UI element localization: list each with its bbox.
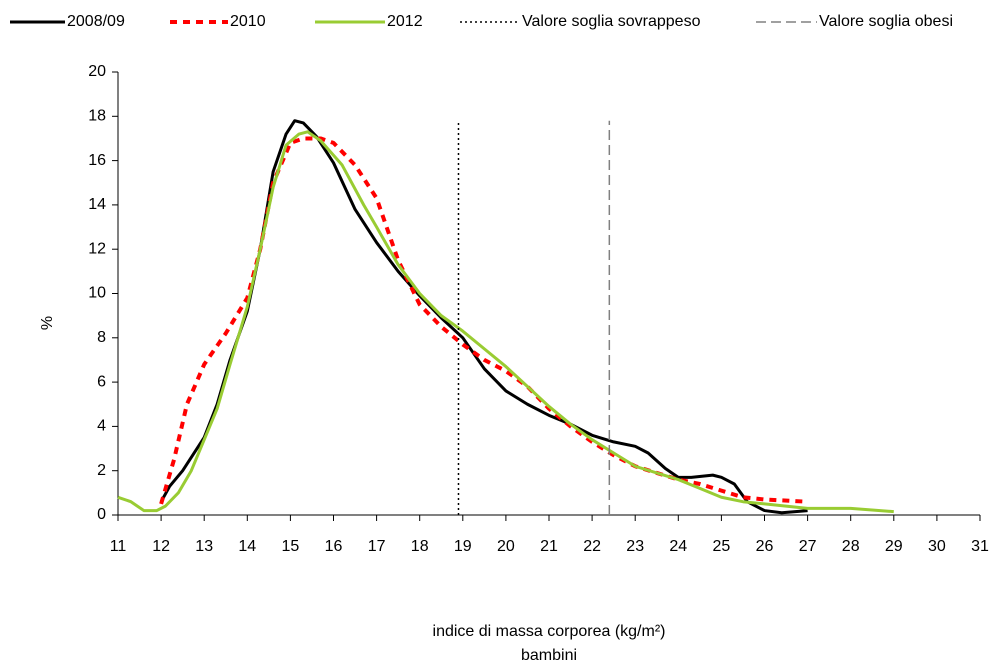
series-line: [159, 119, 808, 515]
x-tick-label: 28: [842, 538, 860, 555]
legend-label: 2008/09: [67, 13, 125, 30]
x-tick-label: 19: [454, 538, 472, 555]
x-tick-label: 26: [756, 538, 774, 555]
y-tick-label: 20: [88, 63, 106, 80]
x-tick-label: 20: [497, 538, 515, 555]
x-tick-label: 13: [195, 538, 213, 555]
y-tick-label: 12: [88, 240, 106, 257]
x-axis-label-line2: bambini: [521, 647, 577, 664]
y-tick-label: 10: [88, 285, 106, 302]
legend-label: Valore soglia sovrappeso: [522, 13, 701, 30]
x-tick-label: 16: [325, 538, 343, 555]
x-tick-label: 21: [540, 538, 558, 555]
x-tick-label: 25: [713, 538, 731, 555]
x-tick-label: 12: [152, 538, 170, 555]
y-axis-label: %: [39, 316, 56, 330]
y-tick-label: 6: [97, 373, 106, 390]
y-tick-label: 0: [97, 506, 106, 523]
legend-label: Valore soglia obesi: [819, 13, 953, 30]
x-tick-label: 27: [799, 538, 817, 555]
x-tick-label: 23: [626, 538, 644, 555]
legend-label: 2010: [230, 13, 266, 30]
legend-label: 2012: [387, 13, 423, 30]
x-tick-label: 15: [282, 538, 300, 555]
y-tick-label: 16: [88, 152, 106, 169]
x-tick-label: 24: [669, 538, 687, 555]
series-line: [117, 130, 894, 514]
series-line: [159, 136, 808, 505]
x-tick-label: 17: [368, 538, 386, 555]
y-tick-label: 8: [97, 329, 106, 346]
y-tick-label: 14: [88, 196, 106, 213]
x-axis-label: indice di massa corporea (kg/m²): [433, 623, 666, 640]
x-tick-label: 30: [928, 538, 946, 555]
x-tick-label: 11: [110, 538, 127, 555]
y-tick-label: 18: [88, 108, 106, 125]
x-tick-label: 22: [583, 538, 601, 555]
x-tick-label: 14: [238, 538, 256, 555]
x-tick-label: 18: [411, 538, 429, 555]
x-tick-label: 29: [885, 538, 903, 555]
y-tick-label: 2: [97, 462, 106, 479]
y-tick-label: 4: [97, 418, 106, 435]
x-tick-label: 31: [971, 538, 989, 555]
